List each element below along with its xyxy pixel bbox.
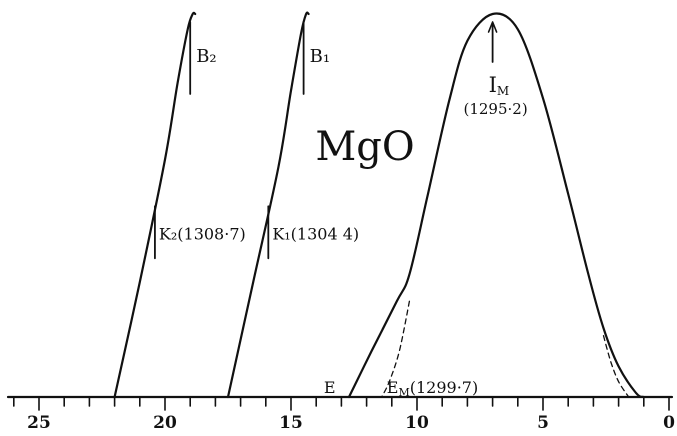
im-value: (1295·2) (463, 100, 527, 118)
x-tick-label: 10 (405, 413, 429, 433)
b2-label: B₂ (196, 46, 216, 67)
x-tick-label: 20 (153, 413, 177, 433)
annotations: B₂ B₁ K₂(1308·7) K₁(1304 4) IM (1295·2) E EM(12… (154, 21, 528, 399)
k1-label: K₁(1304 4) (272, 224, 359, 243)
e-label: E (324, 378, 336, 397)
band-curve (226, 11, 310, 399)
x-tick-label: 15 (279, 413, 303, 433)
im-label: IM (489, 73, 510, 98)
band-curve (113, 11, 197, 399)
x-tick-label: 25 (27, 413, 51, 433)
chart-title: MgO (315, 124, 414, 170)
x-axis: 0 5 10 15 20 25 (6, 395, 675, 433)
em-label: EM(1299·7) (387, 378, 478, 399)
curves (113, 11, 645, 399)
x-tick-label: 0 (663, 413, 675, 433)
extrapolation-curve (602, 335, 630, 398)
band-curve (347, 12, 645, 399)
im-arrow-head (487, 21, 498, 33)
extrapolation-curve (381, 300, 411, 398)
b1-label: B₁ (310, 46, 330, 67)
x-tick-label: 5 (537, 413, 549, 433)
k2-label: K₂(1308·7) (159, 224, 246, 243)
